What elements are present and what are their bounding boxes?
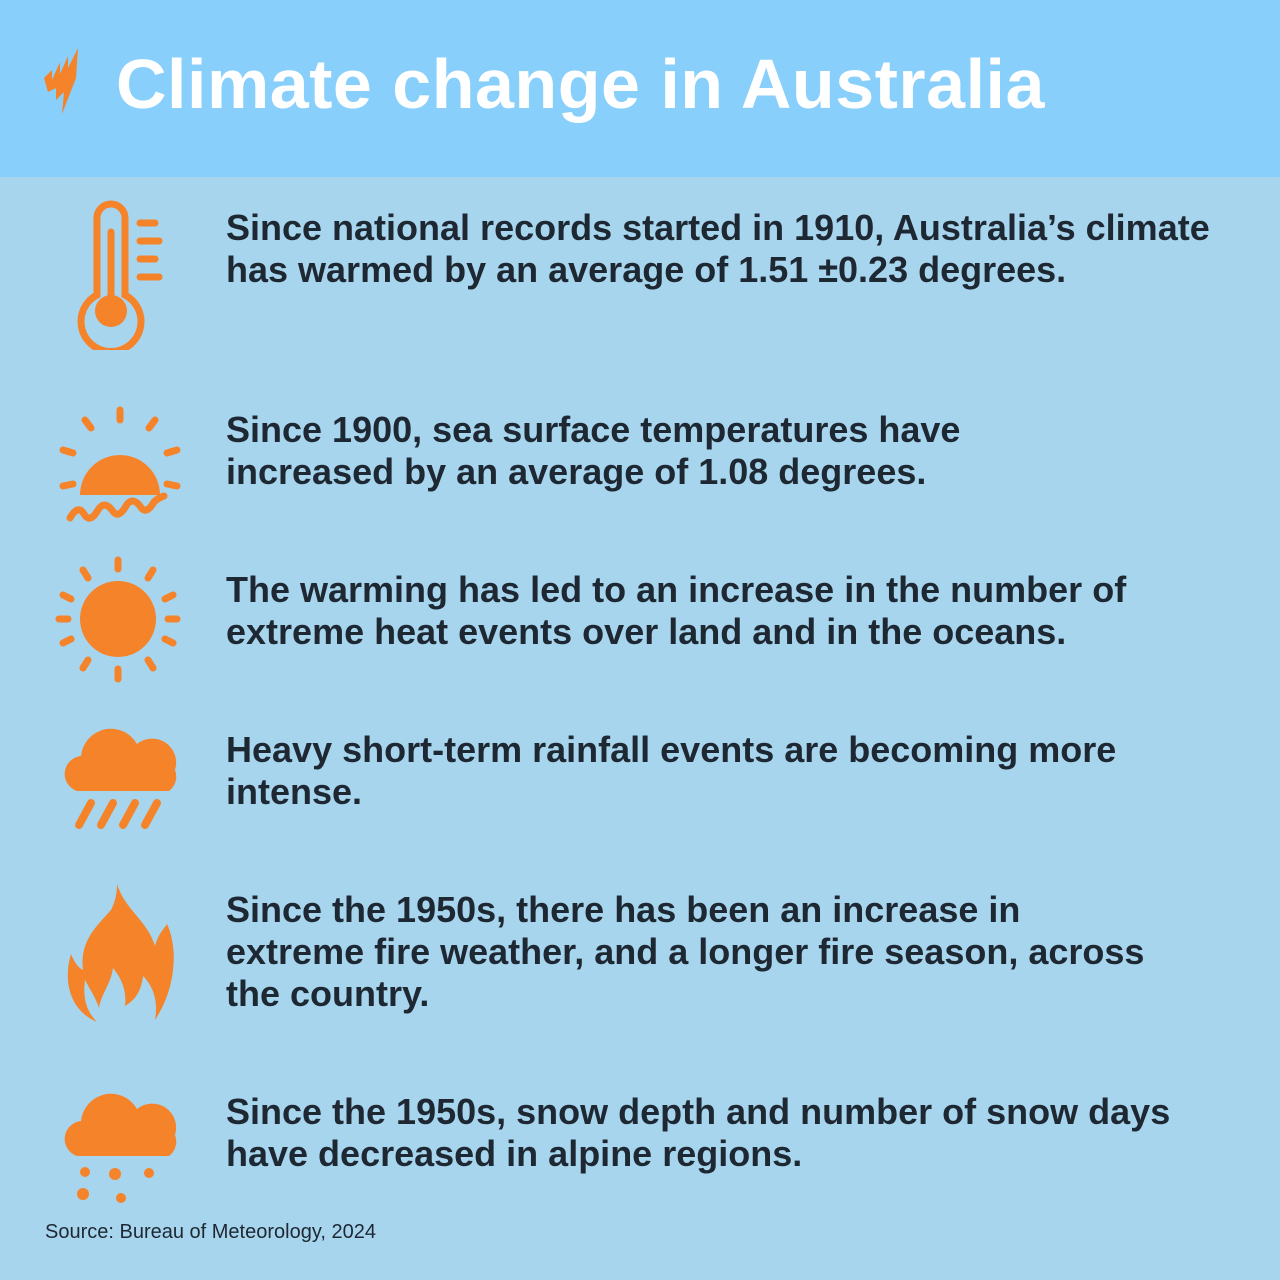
sun-icon bbox=[55, 556, 181, 683]
fact-rainfall: Heavy short-term rainfall events are bec… bbox=[226, 729, 1117, 812]
fact-heat-events: The warming has led to an increase in th… bbox=[226, 569, 1127, 652]
page-title: Climate change in Australia bbox=[116, 45, 1045, 123]
source-note: Source: Bureau of Meteorology, 2024 bbox=[45, 1221, 376, 1243]
fact-warming: Since national records started in 1910, … bbox=[226, 207, 1210, 290]
snow-cloud-icon bbox=[64, 1093, 177, 1203]
fact-fire-weather: Since the 1950s, there has been an incre… bbox=[226, 889, 1145, 1014]
thermometer-icon bbox=[77, 200, 163, 350]
fire-icon bbox=[67, 884, 174, 1022]
header: Climate change in Australia bbox=[0, 0, 1280, 177]
fact-snow: Since the 1950s, snow depth and number o… bbox=[226, 1091, 1171, 1174]
fact-sea-surface: Since 1900, sea surface temperatures hav… bbox=[226, 409, 961, 492]
sbs-logo-icon bbox=[44, 48, 78, 114]
sun-over-sea-icon bbox=[59, 406, 181, 522]
rain-cloud-icon bbox=[64, 728, 177, 829]
